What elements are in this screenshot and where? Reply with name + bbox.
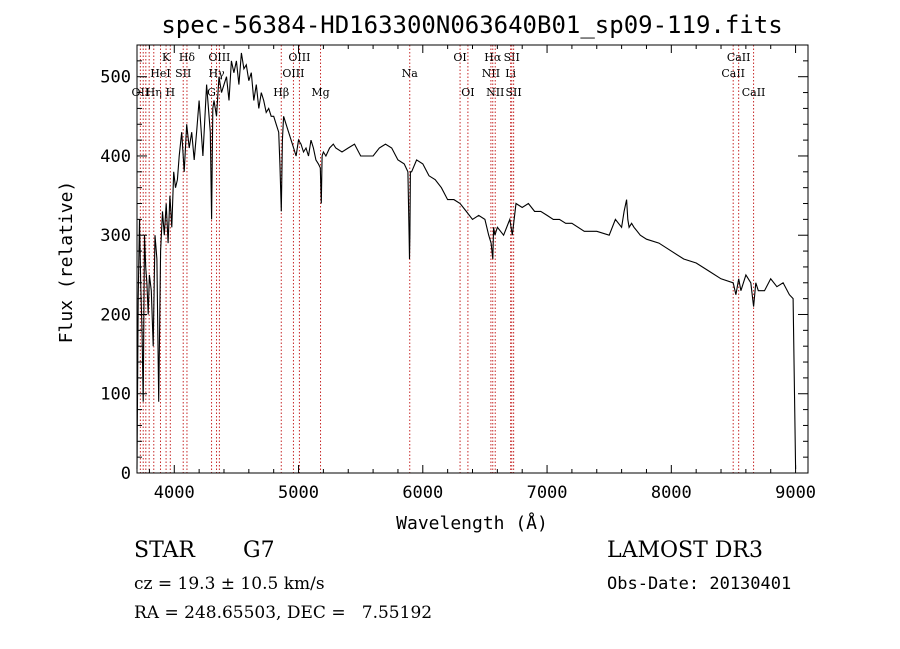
object-class: STAR <box>134 538 195 563</box>
obs-date-text: Obs-Date: 20130401 <box>607 574 792 594</box>
spectral-line-label: OIII <box>208 51 230 64</box>
spectral-line-label: OIII <box>288 51 310 64</box>
y-tick-label: 0 <box>121 464 131 484</box>
spectral-line-label: CaII <box>742 86 766 99</box>
spectral-line-label: NII <box>486 86 504 99</box>
spectral-line-label: CaII <box>721 67 745 80</box>
x-tick-label: 7000 <box>527 483 568 503</box>
survey-label: LAMOST DR3 <box>607 538 763 563</box>
spectral-line-label: NII <box>482 67 500 80</box>
spectral-line-label: Hβ <box>273 86 289 99</box>
redshift-text: cz = 19.3 ± 10.5 km/s <box>134 574 325 594</box>
spectral-line-label: G <box>207 86 216 99</box>
line-markers: OIIHηHeIKHSIIHδGHγOIIIHβOIIIOIIIMgNaOIOI… <box>131 45 765 473</box>
spectral-line-label: Hα <box>484 51 502 64</box>
y-tick-label: 100 <box>100 385 131 405</box>
spectral-line-label: Hδ <box>179 51 196 64</box>
x-tick-label: 4000 <box>154 483 195 503</box>
spectral-line-label: OI <box>453 51 466 64</box>
object-subclass: G7 <box>243 538 275 563</box>
spectral-line-label: Na <box>402 67 419 80</box>
spectral-line-label: HeI <box>150 67 170 80</box>
y-tick-label: 400 <box>100 147 131 167</box>
y-tick-label: 200 <box>100 305 131 325</box>
axis-ticks: 4000 5000 6000 7000 8000 9000 0 100 200 300 400 500 <box>100 45 816 503</box>
y-tick-label: 500 <box>100 68 131 88</box>
spectral-line-label: K <box>162 51 171 64</box>
spectrum-line <box>136 52 797 470</box>
spectral-line-label: SII <box>506 86 522 99</box>
coordinates-text: RA = 248.65503, DEC = 7.55192 <box>134 603 433 623</box>
spectral-line-label: Mg <box>311 86 329 99</box>
chart-title: spec-56384-HD163300N063640B01_sp09-119.f… <box>161 11 782 39</box>
x-tick-label: 5000 <box>278 483 319 503</box>
spectral-line-label: Li <box>505 67 516 80</box>
spectral-line-label: SII <box>504 51 520 64</box>
spectral-line-label: Hγ <box>208 67 225 80</box>
x-axis-label: Wavelength (Å) <box>396 512 548 534</box>
y-tick-label: 300 <box>100 226 131 246</box>
spectral-line-label: CaII <box>727 51 751 64</box>
y-axis-label: Flux (relative) <box>56 181 77 344</box>
x-tick-label: 9000 <box>775 483 816 503</box>
spectral-line-label: OI <box>461 86 474 99</box>
spectral-line-label: Hη <box>146 86 162 99</box>
x-tick-label: 6000 <box>402 483 443 503</box>
x-tick-label: 8000 <box>651 483 692 503</box>
spectral-line-label: SII <box>175 67 191 80</box>
spectral-line-label: OIII <box>282 67 304 80</box>
spectral-line-label: H <box>166 86 176 99</box>
plot-frame <box>136 44 809 474</box>
